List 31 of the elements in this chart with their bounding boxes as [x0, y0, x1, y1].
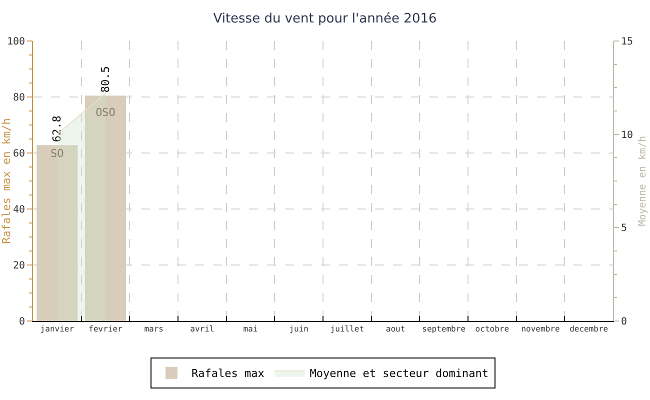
y-tick-label: 20 [12, 260, 25, 272]
data-label: SO [50, 146, 64, 160]
x-tick-label: decembre [570, 324, 608, 334]
x-tick-label: mai [243, 324, 258, 334]
y-axis-title: Rafales max en km/h [0, 118, 13, 244]
legend-label: Moyenne et secteur dominant [310, 367, 489, 380]
data-label: OSO [96, 106, 116, 119]
y2-tick-label: 0 [621, 316, 628, 328]
y-tick-label: 100 [6, 36, 25, 48]
legend-label: Rafales max [192, 367, 265, 380]
y2-tick-label: 5 [621, 223, 628, 234]
x-tick-label: aout [386, 324, 406, 334]
y-tick-label: 0 [18, 316, 25, 328]
x-tick-label: septembre [422, 324, 466, 334]
y2-axis-title: Moyenne en km/h [638, 136, 649, 226]
data-label: 62.8 [50, 116, 64, 142]
x-tick-label: juin [289, 324, 309, 334]
y-tick-label: 60 [12, 148, 25, 160]
y-tick-label: 40 [12, 204, 25, 216]
y2-tick-label: 15 [621, 36, 634, 48]
y-tick-label: 80 [12, 92, 25, 104]
x-tick-label: avril [190, 324, 214, 334]
y2-tick-label: 10 [621, 130, 634, 141]
x-tick-label: octobre [475, 324, 510, 334]
x-tick-label: fevrier [88, 324, 123, 334]
x-tick-label: juillet [330, 324, 364, 334]
x-tick-label: mars [144, 324, 164, 334]
data-label: 80.5 [99, 66, 112, 93]
chart-title: Vitesse du vent pour l'année 2016 [213, 12, 437, 27]
x-tick-label: novembre [521, 324, 560, 334]
x-tick-label: janvier [40, 324, 74, 334]
